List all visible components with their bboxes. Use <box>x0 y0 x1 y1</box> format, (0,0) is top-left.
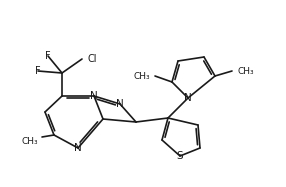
Text: F: F <box>35 66 41 76</box>
Text: N: N <box>116 99 124 109</box>
Text: Cl: Cl <box>88 54 98 64</box>
Text: N: N <box>74 143 82 153</box>
Text: F: F <box>45 51 51 61</box>
Text: N: N <box>184 93 192 103</box>
Text: S: S <box>177 151 183 161</box>
Text: CH₃: CH₃ <box>237 67 254 76</box>
Text: N: N <box>90 91 98 101</box>
Text: CH₃: CH₃ <box>133 71 150 80</box>
Text: CH₃: CH₃ <box>21 137 38 145</box>
